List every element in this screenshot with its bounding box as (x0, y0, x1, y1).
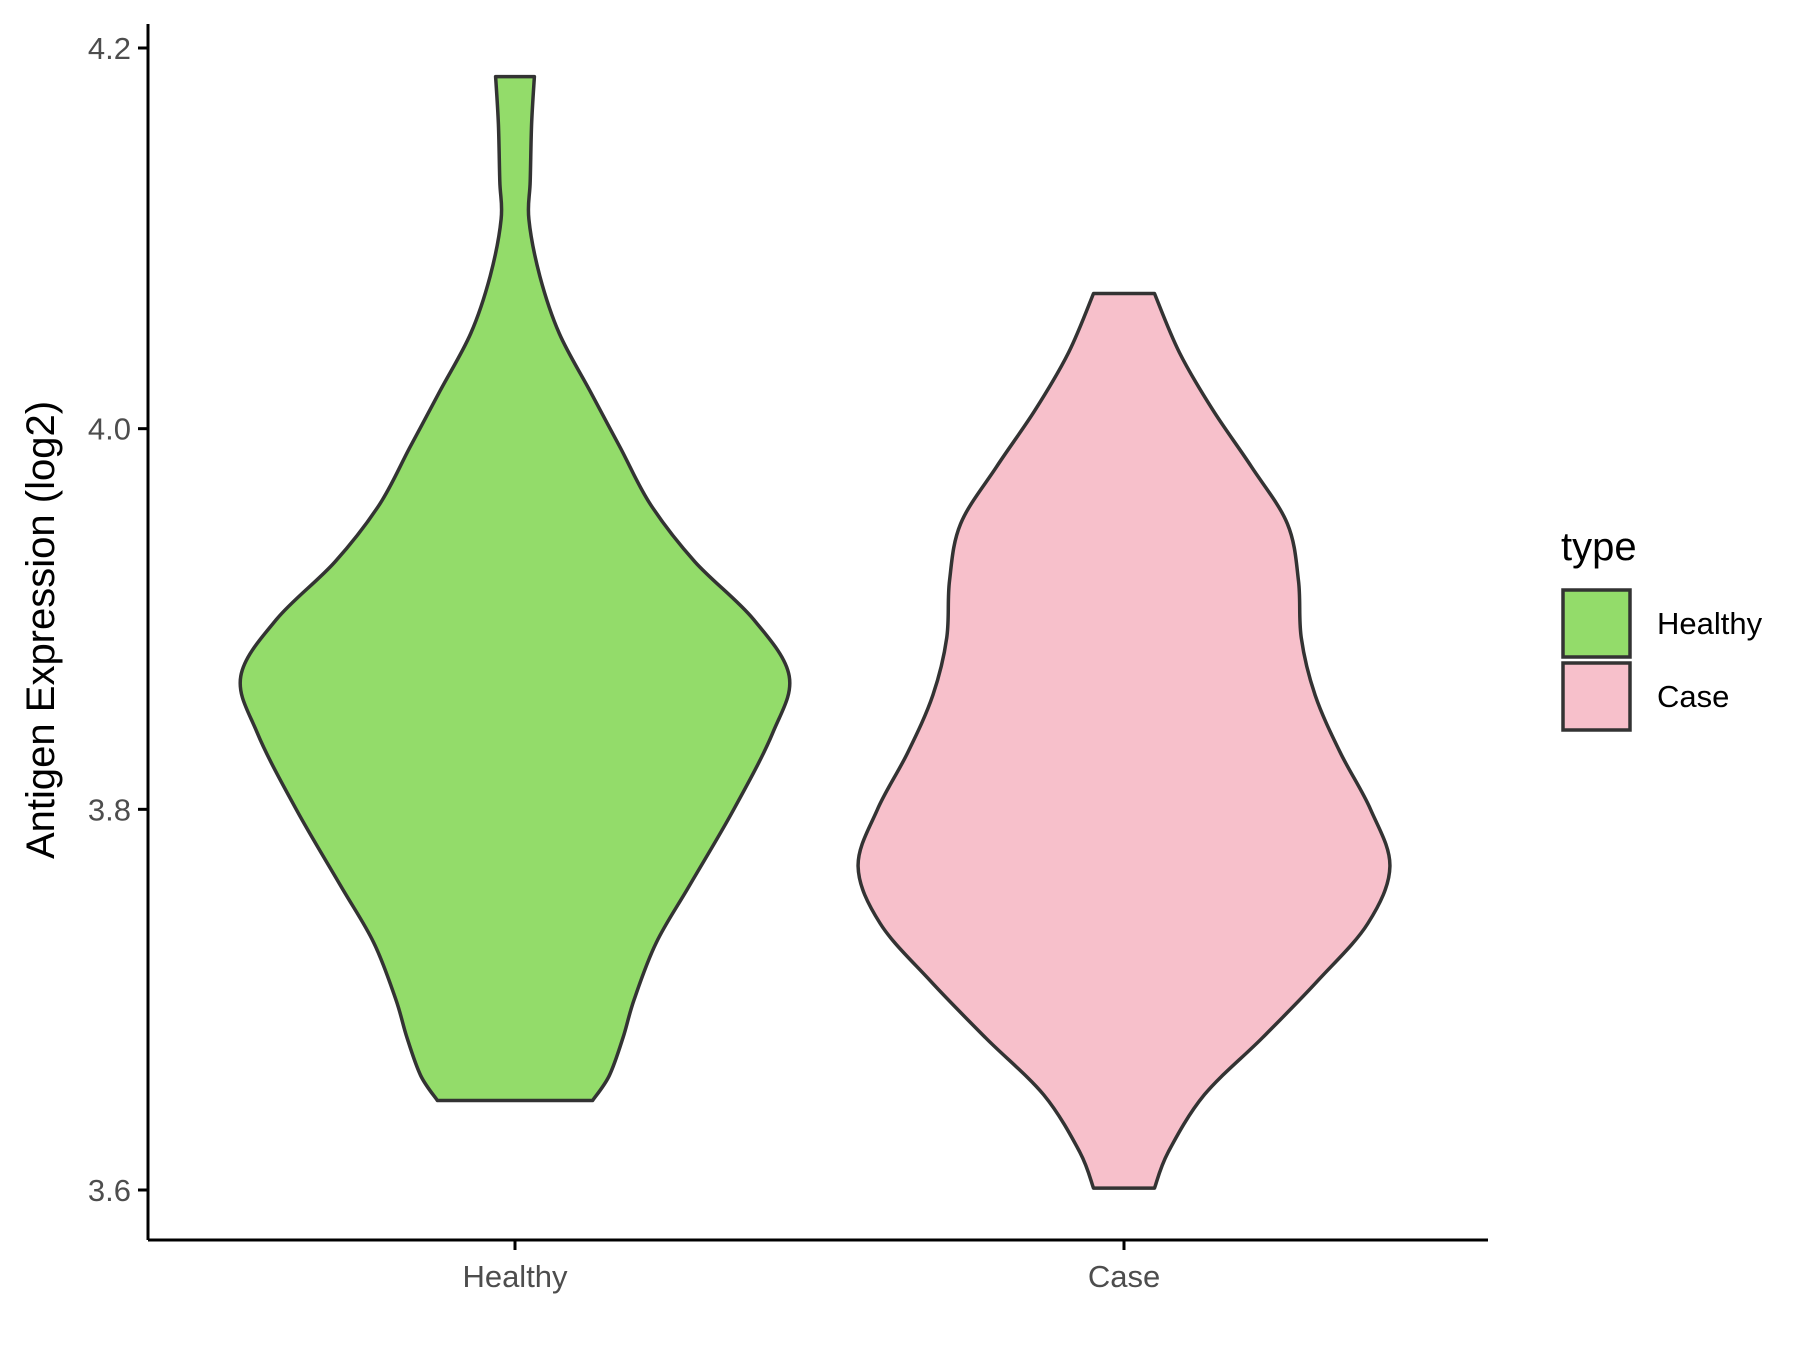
legend-swatch-case (1561, 661, 1632, 732)
y-tick-label: 4.0 (88, 412, 131, 447)
y-axis-title: Antigen Expression (log2) (19, 401, 63, 859)
x-tick-label: Case (1088, 1259, 1160, 1294)
legend-entries: Healthy Case (1561, 588, 1763, 732)
y-tick-label: 4.2 (88, 31, 131, 66)
x-tick-label: Healthy (462, 1259, 568, 1294)
y-axis-ticks: 3.6 3.8 4.0 4.2 (88, 31, 148, 1208)
violin-group (238, 74, 1392, 1190)
legend-swatch-healthy (1561, 588, 1632, 659)
legend: type Healthy Case (1561, 525, 1763, 732)
x-axis-ticks: Healthy Case (462, 1240, 1160, 1294)
plot-area: 3.6 3.8 4.0 4.2 Healthy Case (88, 24, 1488, 1294)
y-tick-label: 3.8 (88, 792, 131, 827)
violin-case (856, 291, 1392, 1190)
legend-title: type (1561, 525, 1637, 569)
y-tick-label: 3.6 (88, 1173, 131, 1208)
violin-healthy (238, 74, 792, 1103)
legend-label-case: Case (1657, 679, 1729, 714)
legend-label-healthy: Healthy (1657, 606, 1763, 641)
